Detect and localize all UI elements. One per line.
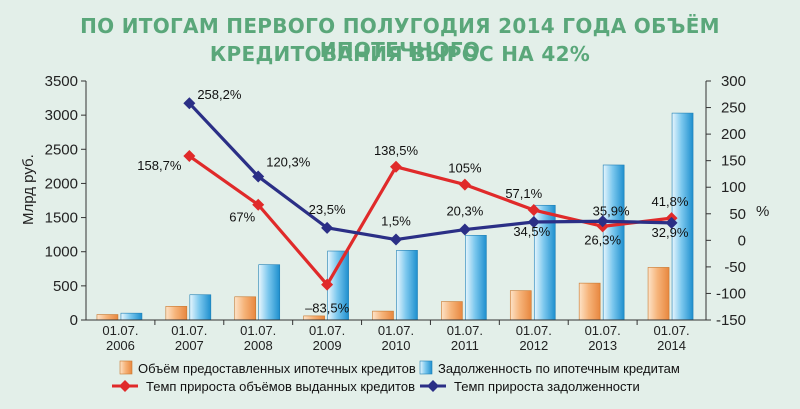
bar-issued [234, 296, 257, 321]
line-debt-growth [188, 102, 672, 242]
data-label-issued-growth: 158,7% [137, 158, 182, 173]
data-label-issued-growth: –83,5% [305, 301, 350, 316]
y-axis-left-label: Млрд руб. [20, 154, 37, 225]
bar-debt [189, 294, 212, 321]
bar-issued [372, 310, 394, 321]
x-tick-label: 2011 [451, 338, 479, 353]
point-debt-growth [252, 170, 265, 183]
y-right-tick-label: 50 [729, 206, 746, 223]
data-label-debt-growth: 20,3% [446, 204, 483, 219]
x-tick-label: 01.07. [171, 323, 207, 338]
y-left-tick-label: 1500 [45, 210, 78, 227]
x-tick-label: 01.07. [102, 323, 138, 338]
x-tick-label: 2008 [244, 338, 273, 353]
chart-title-line-1: ПО ИТОГАМ ПЕРВОГО ПОЛУГОДИЯ 2014 ГОДА ОБ… [80, 14, 720, 62]
y-axis-right-label: % [756, 203, 770, 220]
y-left-tick-label: 0 [70, 312, 78, 329]
data-label-issued-growth: 57,1% [505, 186, 542, 201]
legend-swatch-debt [419, 360, 433, 375]
y-left-tick-label: 2000 [45, 175, 78, 192]
y-right-tick-label: 150 [721, 153, 746, 170]
y-left-tick-label: 1000 [45, 244, 78, 261]
point-debt-growth [527, 216, 540, 229]
point-issued-growth [458, 178, 471, 191]
data-label-issued-growth: 67% [229, 210, 255, 225]
bar-debt [465, 235, 487, 321]
y-left-tick-label: 500 [53, 278, 78, 295]
bar-debt [396, 250, 418, 321]
point-debt-growth [321, 221, 334, 234]
bar-debt [258, 264, 281, 321]
point-debt-growth [458, 223, 471, 236]
legend-marker-issued-growth [119, 380, 131, 392]
y-left-tick-label: 3500 [45, 73, 78, 90]
legend-label-issued: Объём предоставленных ипотечных кредитов [138, 361, 416, 376]
x-tick-label: 01.07. [585, 323, 621, 338]
y-left-tick-label: 3000 [45, 107, 78, 124]
x-tick-label: 01.07. [240, 323, 276, 338]
data-label-debt-growth: 23,5% [309, 202, 346, 217]
bar-issued [165, 306, 188, 321]
point-debt-growth [665, 216, 678, 229]
x-tick-label: 2014 [657, 338, 686, 353]
x-tick-label: 2010 [382, 338, 411, 353]
x-tick-label: 2012 [519, 338, 548, 353]
legend-label-debt: Задолженность по ипотечным кредитам [438, 361, 680, 376]
legend-label-issued-growth: Темп прироста объёмов выданных кредитов [146, 379, 415, 394]
x-tick-label: 01.07. [309, 323, 345, 338]
data-label-debt-growth: 120,3% [266, 154, 311, 169]
x-tick-label: 2009 [313, 338, 342, 353]
y-right-tick-label: -100 [716, 285, 746, 302]
y-right-tick-label: 250 [721, 100, 746, 117]
point-issued-growth [390, 160, 402, 173]
y-right-tick-label: 200 [721, 126, 746, 143]
legend-swatch-issued [119, 360, 133, 375]
y-right-tick-label: 100 [721, 179, 746, 196]
data-label-issued-growth: 138,5% [374, 143, 419, 158]
data-label-debt-growth: 1,5% [381, 214, 411, 229]
data-label-debt-growth: 258,2% [197, 87, 242, 102]
bar-issued [303, 315, 325, 321]
x-tick-label: 2013 [588, 338, 617, 353]
point-debt-growth [596, 215, 609, 228]
y-left-tick-label: 2500 [45, 141, 78, 158]
x-tick-label: 01.07. [447, 323, 483, 338]
line-issued-growth [188, 154, 672, 287]
point-issued-growth [183, 150, 196, 163]
bar-debt [120, 312, 143, 321]
legend-marker-debt-growth [427, 380, 439, 392]
y-right-tick-label: 300 [721, 73, 746, 90]
x-tick-label: 2006 [106, 338, 135, 353]
x-tick-label: 01.07. [653, 323, 689, 338]
data-label-issued-growth: 41,8% [652, 194, 689, 209]
bar-issued [647, 267, 670, 321]
x-tick-label: 2007 [175, 338, 204, 353]
x-tick-label: 01.07. [378, 323, 414, 338]
data-label-issued-growth: 105% [448, 161, 482, 176]
data-label-issued-growth: 26,3% [584, 232, 621, 247]
bar-issued [96, 314, 119, 321]
bar-issued [509, 290, 532, 321]
point-issued-growth [321, 278, 334, 291]
bar-issued [578, 282, 601, 321]
data-label-debt-growth: 34,5% [513, 224, 550, 239]
data-label-debt-growth: 35,9% [593, 203, 630, 218]
point-issued-growth [527, 204, 540, 217]
legend-label-debt-growth: Темп прироста задолженности [454, 379, 640, 394]
point-issued-growth [252, 198, 265, 211]
y-right-tick-label: -50 [724, 259, 746, 276]
data-label-debt-growth: 32,9% [652, 225, 689, 240]
y-right-tick-label: 0 [738, 232, 746, 249]
y-right-tick-label: -150 [716, 312, 746, 329]
chart-title-line-2: КРЕДИТОВАНИЯ ВЫРОС НА 42% [209, 42, 591, 66]
point-debt-growth [183, 97, 196, 110]
x-tick-label: 01.07. [516, 323, 552, 338]
point-debt-growth [390, 233, 402, 246]
bar-issued [441, 301, 463, 321]
